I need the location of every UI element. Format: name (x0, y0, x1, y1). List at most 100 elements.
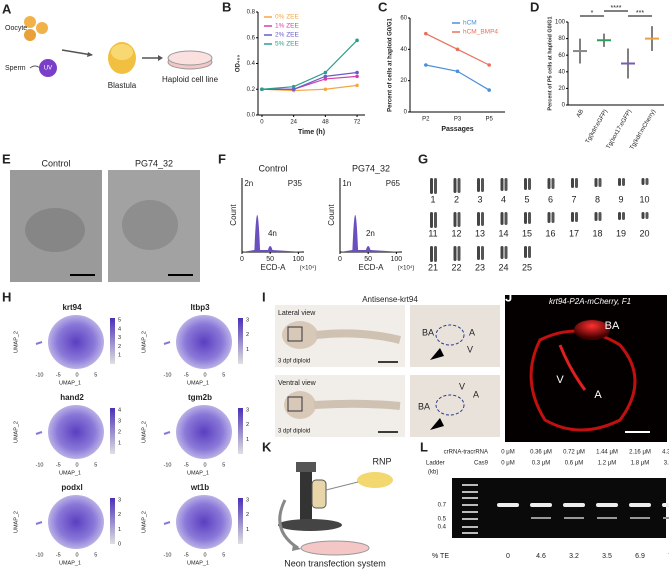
chromosome (500, 246, 504, 259)
colorbar-tick: 2 (246, 512, 249, 518)
legend-label: 2% ZEE (275, 32, 300, 39)
gel-band (596, 503, 618, 507)
y-axis-label: UMAP_2 (141, 511, 147, 533)
gel-band (663, 517, 669, 519)
chromosome-number: 13 (475, 228, 485, 238)
x-tick-label: 5 (94, 462, 97, 468)
ladder-band (462, 532, 478, 534)
x-tick-label: 24 (290, 120, 297, 126)
x-tick-label: 5 (94, 552, 97, 558)
panel-label: L (420, 439, 428, 454)
chromosome (575, 212, 578, 222)
chromosome-number: 19 (616, 228, 626, 238)
colorbar-tick: 1 (246, 347, 249, 353)
chromosome-number: 9 (618, 194, 623, 204)
te-value: 3.2 (569, 553, 579, 560)
chromosome (430, 246, 433, 262)
title: krt94-P2A-mCherry, F1 (549, 297, 631, 306)
x-tick-label: 5 (222, 462, 225, 468)
colorbar-tick: 0 (118, 541, 121, 547)
peak-label: 2n (244, 179, 253, 188)
panel-k-art (278, 462, 393, 556)
gel-band (564, 517, 584, 519)
chromosome (524, 178, 527, 190)
marker-label: 0.5 (438, 517, 447, 523)
ladder-band (462, 497, 478, 499)
x-tick-label: 0 (75, 462, 78, 468)
chromosome (618, 178, 621, 186)
chromosome-number: 7 (571, 194, 576, 204)
region-label: V (467, 344, 473, 354)
passage: P65 (386, 179, 401, 188)
series-line (261, 39, 358, 90)
gel-band (530, 503, 552, 507)
title: Antisense-krt94 (362, 295, 418, 304)
chromosome (500, 212, 504, 225)
panel-i-art (275, 305, 500, 437)
chromosome (430, 178, 433, 194)
colorbar-tick: 2 (118, 512, 121, 518)
chromosome (551, 212, 555, 223)
x-axis-label: ECD-A (261, 263, 287, 272)
chromosome-number: 22 (451, 262, 461, 272)
region-label: BA (418, 401, 430, 411)
y-tick-label: 20 (558, 86, 565, 92)
colorbar-tick: 2 (118, 344, 121, 350)
point (355, 38, 359, 43)
chromosome (457, 212, 461, 227)
x-tick-label: 50 (364, 256, 372, 263)
chromosome-number: 24 (498, 262, 508, 272)
point (323, 87, 328, 92)
legend-label: 0% ZEE (275, 14, 300, 21)
x-tick-label: 5 (94, 372, 97, 378)
chromosome (528, 246, 531, 258)
text: PG74_32 (135, 158, 173, 168)
panel-j-art (505, 295, 667, 442)
chromosome-number: 14 (498, 228, 508, 238)
x-tick-label: 48 (322, 120, 329, 126)
legend-label: hCM_BMP4 (463, 29, 498, 36)
umap-cloud (176, 495, 232, 549)
chromosome (481, 246, 484, 260)
series-line (425, 64, 490, 91)
x-axis-label: UMAP_1 (187, 470, 209, 476)
text: Oocyte (5, 25, 27, 32)
y-tick-label: 0 (562, 103, 566, 109)
point (291, 87, 296, 92)
x-axis-label: UMAP_1 (59, 380, 81, 386)
x-tick-label: -10 (164, 552, 172, 558)
colorbar-tick: 4 (118, 326, 121, 332)
panel-label: A (2, 1, 12, 16)
x-tick-label: 0 (203, 372, 206, 378)
panel-label: E (2, 151, 11, 166)
panel-label: K (262, 439, 272, 454)
panel-label: H (2, 289, 11, 304)
te-label: % TE (432, 553, 449, 560)
chromosome (504, 178, 508, 191)
gel-band (497, 503, 519, 507)
chromosome (457, 246, 461, 261)
chromosome (434, 178, 437, 194)
te-value: 3.5 (602, 553, 612, 560)
point (455, 47, 460, 52)
x-axis-label: UMAP_1 (59, 560, 81, 566)
colorbar (238, 408, 243, 454)
histogram-shape (340, 215, 402, 252)
point (323, 74, 328, 79)
x-tick-label: 0 (260, 120, 264, 126)
x-tick-label: 0 (240, 256, 244, 263)
significance: **** (611, 5, 622, 12)
region-label: A (473, 389, 479, 399)
legend-label: 5% ZEE (275, 41, 300, 48)
chromosome (622, 212, 625, 220)
panel-label: G (418, 151, 428, 166)
row-value: 0.3 μM (532, 461, 550, 467)
colorbar-tick: 3 (246, 407, 249, 413)
row-value: 1.2 μM (598, 461, 616, 467)
y-tick-label: 60 (558, 53, 565, 59)
point (424, 31, 428, 36)
umap-cluster (35, 431, 43, 435)
y-tick-label: 0 (404, 110, 408, 116)
row-value: 2.16 μM (629, 450, 651, 456)
point (455, 69, 460, 74)
